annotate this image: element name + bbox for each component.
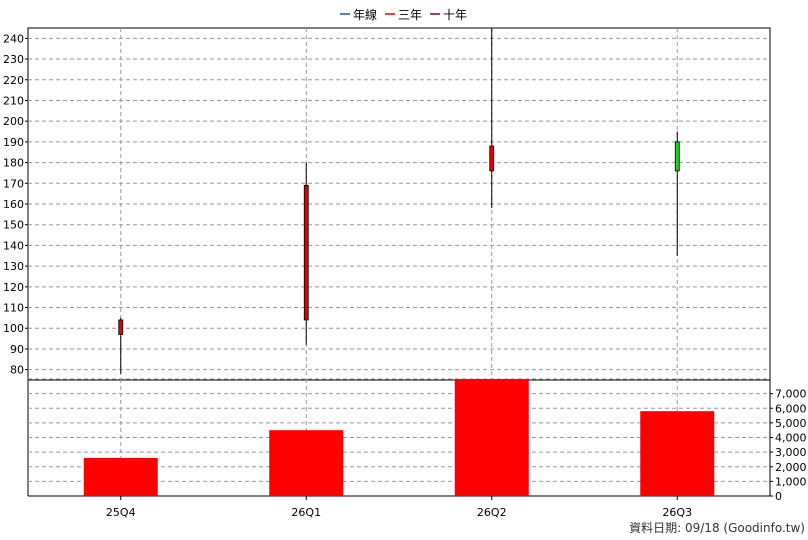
volume-tick-label: 4,000 [775, 432, 807, 445]
volume-tick-label: 6,000 [775, 402, 807, 415]
volume-tick-label: 7,000 [775, 388, 807, 401]
x-axis: 25Q4 26Q1 26Q2 26Q3 [106, 496, 692, 519]
legend-label-1: 三年 [398, 8, 422, 22]
candle-body-26Q3 [674, 141, 680, 172]
legend-label-2: 十年 [443, 8, 467, 22]
volume-bar-26Q3 [640, 411, 715, 496]
x-tick-label: 26Q3 [662, 506, 692, 519]
price-tick-label: 90 [10, 343, 24, 356]
volume-tick-label: 3,000 [775, 446, 807, 459]
volume-tick-label: 5,000 [775, 417, 807, 430]
x-tick-label: 25Q4 [106, 506, 136, 519]
price-tick-label: 110 [3, 302, 24, 315]
price-tick-label: 180 [3, 157, 24, 170]
price-tick-label: 150 [3, 219, 24, 232]
price-tick-label: 130 [3, 260, 24, 273]
data-date-footer: 資料日期: 09/18 (Goodinfo.tw) [629, 521, 805, 535]
price-tick-label: 200 [3, 115, 24, 128]
price-tick-label: 240 [3, 32, 24, 45]
volume-bar-26Q2 [454, 379, 529, 496]
volume-tick-label: 1,000 [775, 475, 807, 488]
price-tick-label: 160 [3, 198, 24, 211]
volume-tick-label: 0 [775, 490, 782, 503]
x-tick-label: 26Q1 [291, 506, 321, 519]
price-panel: 80 90 100 110 120 130 140 150 160 170 180 190 200 210… [3, 27, 771, 381]
price-tick-label: 100 [3, 322, 24, 335]
candle-body-26Q2 [489, 145, 495, 172]
candle-body-25Q4 [118, 319, 124, 335]
price-tick-label: 140 [3, 239, 24, 252]
price-tick-label: 220 [3, 74, 24, 87]
price-tick-label: 230 [3, 53, 24, 66]
price-tick-label: 170 [3, 177, 24, 190]
volume-bar-25Q4 [83, 457, 158, 496]
candle-body-26Q1 [303, 184, 309, 321]
legend: 年線 三年 十年 [340, 7, 467, 22]
volume-bar-26Q1 [269, 430, 344, 496]
x-tick-label: 26Q2 [477, 506, 507, 519]
legend-label-0: 年線 [353, 7, 377, 22]
volume-tick-label: 2,000 [775, 461, 807, 474]
price-tick-label: 190 [3, 136, 24, 149]
price-tick-label: 80 [10, 364, 24, 377]
price-tick-label: 210 [3, 94, 24, 107]
price-tick-label: 120 [3, 281, 24, 294]
